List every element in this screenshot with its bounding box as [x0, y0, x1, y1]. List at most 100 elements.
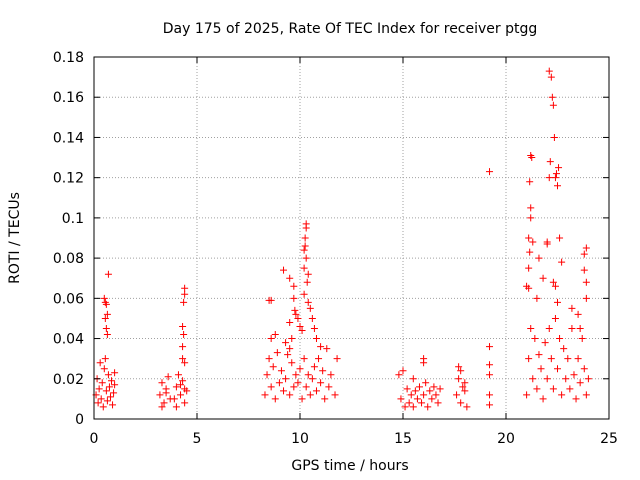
- data-point: [181, 290, 189, 298]
- data-point: [555, 164, 563, 172]
- data-point: [111, 369, 119, 377]
- data-point: [97, 395, 105, 403]
- data-point: [547, 355, 555, 363]
- data-point: [280, 387, 288, 395]
- data-point: [331, 391, 339, 399]
- data-point: [300, 355, 308, 363]
- data-point: [582, 278, 590, 286]
- data-point: [156, 391, 164, 399]
- data-point: [267, 335, 275, 343]
- data-point: [286, 345, 294, 353]
- data-point: [100, 294, 108, 302]
- data-point: [110, 389, 118, 397]
- data-point: [566, 385, 574, 393]
- data-point: [296, 322, 304, 330]
- data-point: [546, 158, 554, 166]
- data-point: [103, 397, 111, 405]
- data-point: [418, 399, 426, 407]
- data-point: [545, 325, 553, 332]
- data-point: [436, 385, 444, 393]
- data-point: [562, 375, 570, 383]
- data-point: [280, 266, 288, 274]
- data-point: [582, 294, 590, 302]
- data-point: [486, 401, 494, 409]
- data-point: [179, 343, 187, 351]
- data-point: [181, 399, 189, 407]
- data-point: [434, 399, 442, 407]
- data-point: [319, 367, 327, 375]
- data-point: [424, 403, 432, 411]
- axis-ticks: 0 5 10 15 20 25 0 0.02 0.04 0.06 0.08 0.1 0.12 0.14 0.…: [53, 50, 618, 447]
- data-point: [582, 244, 590, 252]
- data-point: [533, 385, 541, 393]
- data-point: [267, 383, 275, 391]
- data-point: [551, 174, 559, 182]
- data-point: [277, 367, 285, 375]
- data-point: [103, 310, 111, 318]
- data-point: [100, 365, 108, 373]
- data-point: [560, 345, 568, 353]
- data-point: [321, 395, 329, 403]
- data-point: [554, 298, 561, 306]
- data-point: [290, 282, 298, 290]
- data-point: [312, 335, 320, 343]
- data-point: [261, 391, 269, 399]
- data-point: [548, 93, 556, 101]
- data-point: [401, 403, 409, 411]
- data-point: [455, 375, 463, 383]
- data-point: [271, 395, 279, 403]
- data-point: [453, 391, 461, 399]
- data-point: [323, 345, 331, 353]
- data-point: [455, 363, 463, 371]
- data-point: [531, 335, 539, 343]
- data-point: [554, 182, 561, 190]
- data-point: [486, 391, 494, 399]
- data-point: [584, 375, 592, 383]
- data-point: [271, 331, 279, 339]
- data-point: [310, 363, 318, 371]
- data-point: [269, 363, 277, 371]
- data-point: [327, 371, 335, 379]
- data-point: [288, 359, 296, 367]
- data-point: [99, 403, 107, 411]
- data-point: [556, 335, 564, 343]
- data-point: [308, 314, 316, 322]
- data-point: [94, 399, 102, 407]
- data-point: [333, 355, 341, 363]
- data-point: [301, 234, 309, 242]
- data-point: [294, 314, 302, 322]
- data-point: [461, 387, 469, 395]
- data-point: [96, 359, 104, 367]
- data-point: [486, 371, 494, 379]
- data-point: [395, 371, 403, 379]
- data-point: [580, 266, 588, 274]
- data-point: [525, 355, 533, 363]
- data-point: [315, 355, 323, 363]
- data-point: [164, 373, 172, 381]
- data-point: [104, 371, 112, 379]
- data-point: [102, 387, 110, 395]
- data-point: [525, 264, 533, 272]
- data-point: [415, 383, 423, 391]
- data-point: [180, 298, 188, 306]
- data-point: [174, 371, 182, 379]
- y-tick-label: 0.02: [53, 372, 84, 388]
- data-point: [526, 248, 534, 256]
- data-point: [461, 379, 469, 387]
- data-point: [457, 399, 465, 407]
- data-point: [292, 371, 300, 379]
- data-point: [181, 359, 189, 367]
- data-point: [545, 174, 553, 182]
- plot-frame: [93, 56, 610, 420]
- data-point: [304, 371, 312, 379]
- data-point: [527, 214, 535, 222]
- data-point: [300, 290, 308, 298]
- data-point: [300, 246, 308, 254]
- data-point: [95, 385, 103, 393]
- data-point: [486, 168, 494, 176]
- data-point: [282, 375, 290, 383]
- data-point: [292, 310, 300, 318]
- data-point: [265, 355, 273, 363]
- x-tick-label: 0: [90, 431, 99, 447]
